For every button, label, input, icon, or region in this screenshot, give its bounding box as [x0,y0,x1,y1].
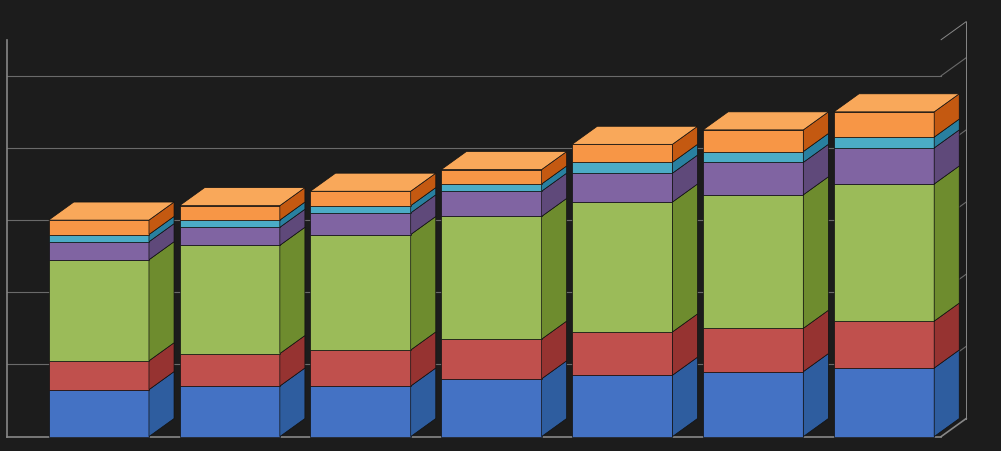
Polygon shape [834,94,959,112]
Polygon shape [834,368,934,437]
Polygon shape [441,339,542,379]
Polygon shape [49,361,149,390]
Polygon shape [441,152,567,170]
Polygon shape [149,216,174,242]
Polygon shape [673,314,698,375]
Polygon shape [149,372,174,437]
Polygon shape [573,375,673,437]
Polygon shape [441,216,542,339]
Polygon shape [804,144,829,195]
Polygon shape [673,184,698,332]
Polygon shape [441,379,542,437]
Polygon shape [804,177,829,328]
Polygon shape [410,188,435,213]
Polygon shape [410,173,435,206]
Polygon shape [49,235,149,242]
Polygon shape [49,242,149,260]
Polygon shape [149,202,174,235]
Polygon shape [804,354,829,437]
Polygon shape [310,191,410,206]
Polygon shape [673,126,698,162]
Polygon shape [573,202,673,332]
Polygon shape [149,224,174,260]
Polygon shape [573,162,673,173]
Polygon shape [673,357,698,437]
Polygon shape [280,188,305,220]
Polygon shape [542,173,567,216]
Polygon shape [834,148,934,184]
Polygon shape [834,112,934,137]
Polygon shape [804,133,829,162]
Polygon shape [280,336,305,386]
Polygon shape [310,386,410,437]
Polygon shape [410,368,435,437]
Polygon shape [703,152,804,162]
Polygon shape [934,303,959,368]
Polygon shape [542,152,567,184]
Polygon shape [410,216,435,350]
Polygon shape [179,227,280,245]
Polygon shape [542,361,567,437]
Polygon shape [542,166,567,191]
Polygon shape [703,328,804,372]
Polygon shape [410,195,435,235]
Polygon shape [573,126,698,144]
Polygon shape [179,386,280,437]
Polygon shape [703,162,804,195]
Polygon shape [703,372,804,437]
Polygon shape [934,350,959,437]
Polygon shape [310,235,410,350]
Polygon shape [934,119,959,148]
Polygon shape [804,112,829,152]
Polygon shape [179,188,305,206]
Polygon shape [703,195,804,328]
Polygon shape [834,137,934,148]
Polygon shape [179,220,280,227]
Polygon shape [934,166,959,321]
Polygon shape [49,220,149,235]
Polygon shape [280,227,305,354]
Polygon shape [310,206,410,213]
Polygon shape [542,198,567,339]
Polygon shape [834,321,934,368]
Polygon shape [573,332,673,375]
Polygon shape [673,144,698,173]
Polygon shape [573,144,673,162]
Polygon shape [149,343,174,390]
Polygon shape [934,130,959,184]
Polygon shape [310,213,410,235]
Polygon shape [703,130,804,152]
Polygon shape [49,390,149,437]
Polygon shape [310,173,435,191]
Polygon shape [441,170,542,184]
Polygon shape [149,242,174,361]
Polygon shape [834,184,934,321]
Polygon shape [542,321,567,379]
Polygon shape [280,209,305,245]
Polygon shape [410,332,435,386]
Polygon shape [673,155,698,202]
Polygon shape [310,350,410,386]
Polygon shape [804,310,829,372]
Polygon shape [49,202,174,220]
Polygon shape [179,206,280,220]
Polygon shape [280,202,305,227]
Polygon shape [280,368,305,437]
Polygon shape [49,260,149,361]
Polygon shape [179,354,280,386]
Polygon shape [179,245,280,354]
Polygon shape [703,112,829,130]
Polygon shape [441,184,542,191]
Polygon shape [573,173,673,202]
Polygon shape [441,191,542,216]
Polygon shape [934,94,959,137]
